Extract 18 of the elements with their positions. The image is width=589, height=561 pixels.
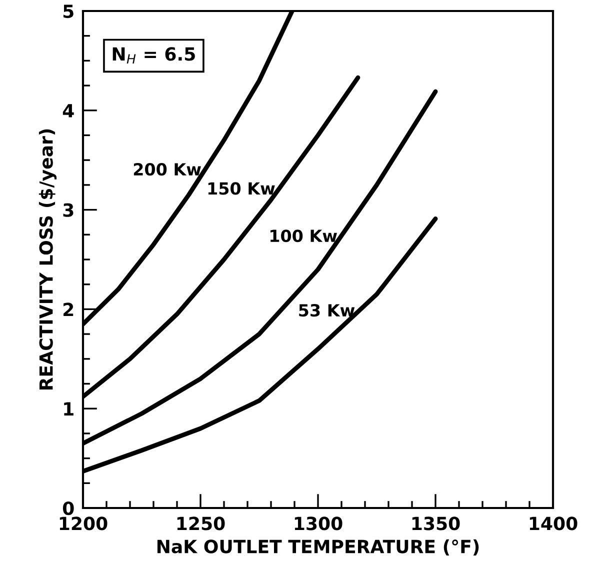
x-axis-title: NaK OUTLET TEMPERATURE (°F) [157, 539, 479, 556]
x-tick-label: 1200 [60, 516, 108, 530]
series-label: 53 Kw [299, 304, 355, 317]
y-tick-label: 4 [62, 104, 74, 118]
x-tick-label: 1400 [530, 516, 578, 530]
y-tick-label: 0 [62, 501, 74, 516]
series-label: 100 Kw [270, 230, 337, 242]
y-tick-label: 3 [63, 203, 74, 217]
series-label: 200 Kw [134, 162, 201, 176]
annotation: N$_{H}$ = 6.5 [112, 47, 195, 64]
series-label: 150 Kw [208, 182, 275, 195]
y-tick-label: 2 [64, 302, 74, 316]
y-tick-label: 1 [64, 402, 74, 416]
y-axis-title: REACTIVITY LOSS ($/year) [38, 129, 57, 390]
x-tick-label: 1300 [294, 516, 342, 530]
x-tick-label: 1250 [177, 516, 225, 530]
y-tick-label: 5 [64, 4, 74, 18]
x-tick-label: 1350 [412, 516, 460, 530]
